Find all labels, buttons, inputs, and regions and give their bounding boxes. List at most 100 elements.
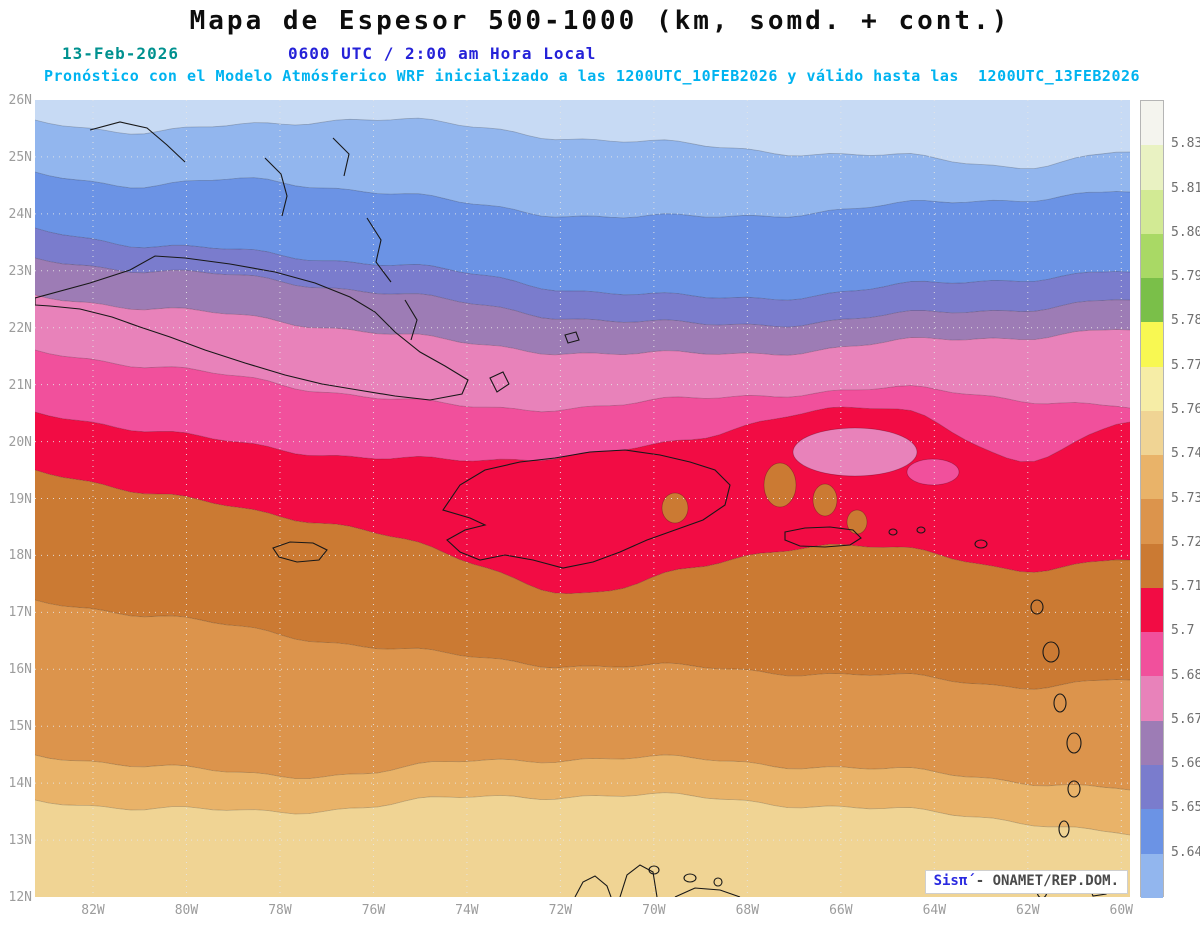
contour-line <box>35 754 1130 791</box>
lat-label: 21N <box>8 377 32 393</box>
colorbar-segment <box>1141 764 1163 810</box>
colorbar-label: 5.736 <box>1171 490 1200 506</box>
island-outline <box>1030 599 1044 615</box>
lat-label: 16N <box>8 662 32 678</box>
thickness-contour-map <box>35 100 1130 897</box>
island-outline <box>683 873 697 883</box>
contour-pocket <box>792 427 918 477</box>
contour-line <box>35 294 1130 356</box>
lon-label: 78W <box>268 903 292 918</box>
page-title: Mapa de Espesor 500-1000 (km, somd. + co… <box>189 6 1011 36</box>
coastline <box>674 887 741 897</box>
contour-pocket <box>812 483 838 517</box>
colorbar-label: 5.748 <box>1171 446 1200 462</box>
colorbar-label: 5.831 <box>1171 136 1200 152</box>
colorbar-label: 5.652 <box>1171 800 1200 816</box>
colorbar-segment <box>1141 455 1163 500</box>
lat-label: 17N <box>8 605 32 621</box>
lat-label: 26N <box>8 93 32 108</box>
map-area: Sisπ́ - ONAMET/REP.DOM. <box>35 100 1130 897</box>
attribution-org: - ONAMET/REP.DOM. <box>967 873 1119 889</box>
map-valid-time: 0600 UTC / 2:00 am Hora Local <box>288 44 597 63</box>
colorbar-segment <box>1141 189 1163 234</box>
lat-label: 14N <box>8 776 32 792</box>
contour-band-pink <box>35 295 1130 412</box>
island-outline <box>1042 641 1060 663</box>
colorbar-segment <box>1141 809 1163 854</box>
lat-label: 18N <box>8 548 32 564</box>
island-outline <box>713 877 723 887</box>
colorbar-label: 5.64 <box>1171 844 1200 860</box>
colorbar-segment <box>1141 720 1163 765</box>
contour-line <box>35 171 1130 219</box>
coastline <box>89 121 186 163</box>
colorbar-segment <box>1141 543 1163 588</box>
colorbar-segment <box>1141 632 1163 677</box>
coastline <box>366 217 392 283</box>
island-outline <box>974 539 988 549</box>
colorbar-segment <box>1141 366 1163 411</box>
colorbar-segment <box>1141 101 1163 146</box>
contour-band-magenta <box>35 350 1130 462</box>
colorbar-segment <box>1141 145 1163 190</box>
colorbar-segment <box>1141 676 1163 721</box>
lat-label: 15N <box>8 719 32 735</box>
colorbar-segment <box>1141 410 1163 456</box>
contour-pocket <box>763 462 797 508</box>
colorbar-label: 5.819 <box>1171 180 1200 196</box>
contour-pocket <box>906 458 960 486</box>
coastline <box>619 864 658 897</box>
colorbar <box>1140 100 1164 898</box>
contour-line <box>35 227 1130 301</box>
contour-pocket <box>661 492 689 524</box>
contour-band-mauve <box>35 258 1130 356</box>
lon-label: 82W <box>81 903 105 918</box>
colorbar-label: 5.7 <box>1171 623 1195 639</box>
lon-label: 70W <box>642 903 666 918</box>
colorbar-segment <box>1141 322 1163 367</box>
lon-label: 74W <box>455 903 479 918</box>
contour-line <box>35 469 1130 595</box>
coastline <box>489 371 510 393</box>
coastline <box>35 255 469 401</box>
coastline <box>574 875 612 897</box>
colorbar-label: 5.664 <box>1171 756 1200 772</box>
colorbar-label: 5.712 <box>1171 579 1200 595</box>
forecast-description: Pronóstico con el Modelo Atmósferico WRF… <box>44 67 1141 85</box>
island-outline <box>1058 820 1070 838</box>
lon-label: 76W <box>361 903 386 918</box>
lon-label: 60W <box>1109 903 1133 918</box>
colorbar-segment <box>1141 853 1163 898</box>
colorbar-label: 5.724 <box>1171 534 1200 550</box>
contour-band-light-blue <box>35 118 1130 218</box>
colorbar-label: 5.783 <box>1171 313 1200 329</box>
colorbar-segment <box>1141 587 1163 633</box>
map-date: 13-Feb-2026 <box>62 44 179 63</box>
lon-label: 66W <box>829 903 853 918</box>
colorbar-label: 5.76 <box>1171 401 1200 417</box>
lon-label: 80W <box>174 903 199 918</box>
lat-label: 23N <box>8 263 32 279</box>
island-outline <box>1053 693 1067 713</box>
coastline <box>332 137 350 177</box>
colorbar-label: 5.688 <box>1171 667 1200 683</box>
contour-line <box>35 117 1130 169</box>
contour-band-dark-orange <box>35 470 1130 690</box>
lat-label: 24N <box>8 206 32 222</box>
contour-pocket <box>846 509 868 535</box>
coastline <box>404 299 418 341</box>
colorbar-label: 5.795 <box>1171 269 1200 285</box>
colorbar-label: 5.807 <box>1171 224 1200 240</box>
contour-line <box>35 792 1130 836</box>
lat-label: 22N <box>8 320 32 336</box>
contour-line <box>35 599 1130 690</box>
coastline <box>264 157 288 217</box>
attribution-box: Sisπ́ - ONAMET/REP.DOM. <box>924 870 1128 894</box>
colorbar-segment <box>1141 278 1163 323</box>
contour-band-light-orange <box>35 754 1130 835</box>
colorbar-segment <box>1141 233 1163 279</box>
coastline <box>272 541 328 563</box>
contour-line <box>35 257 1130 328</box>
attribution-brand: Sisπ́ <box>933 873 968 889</box>
